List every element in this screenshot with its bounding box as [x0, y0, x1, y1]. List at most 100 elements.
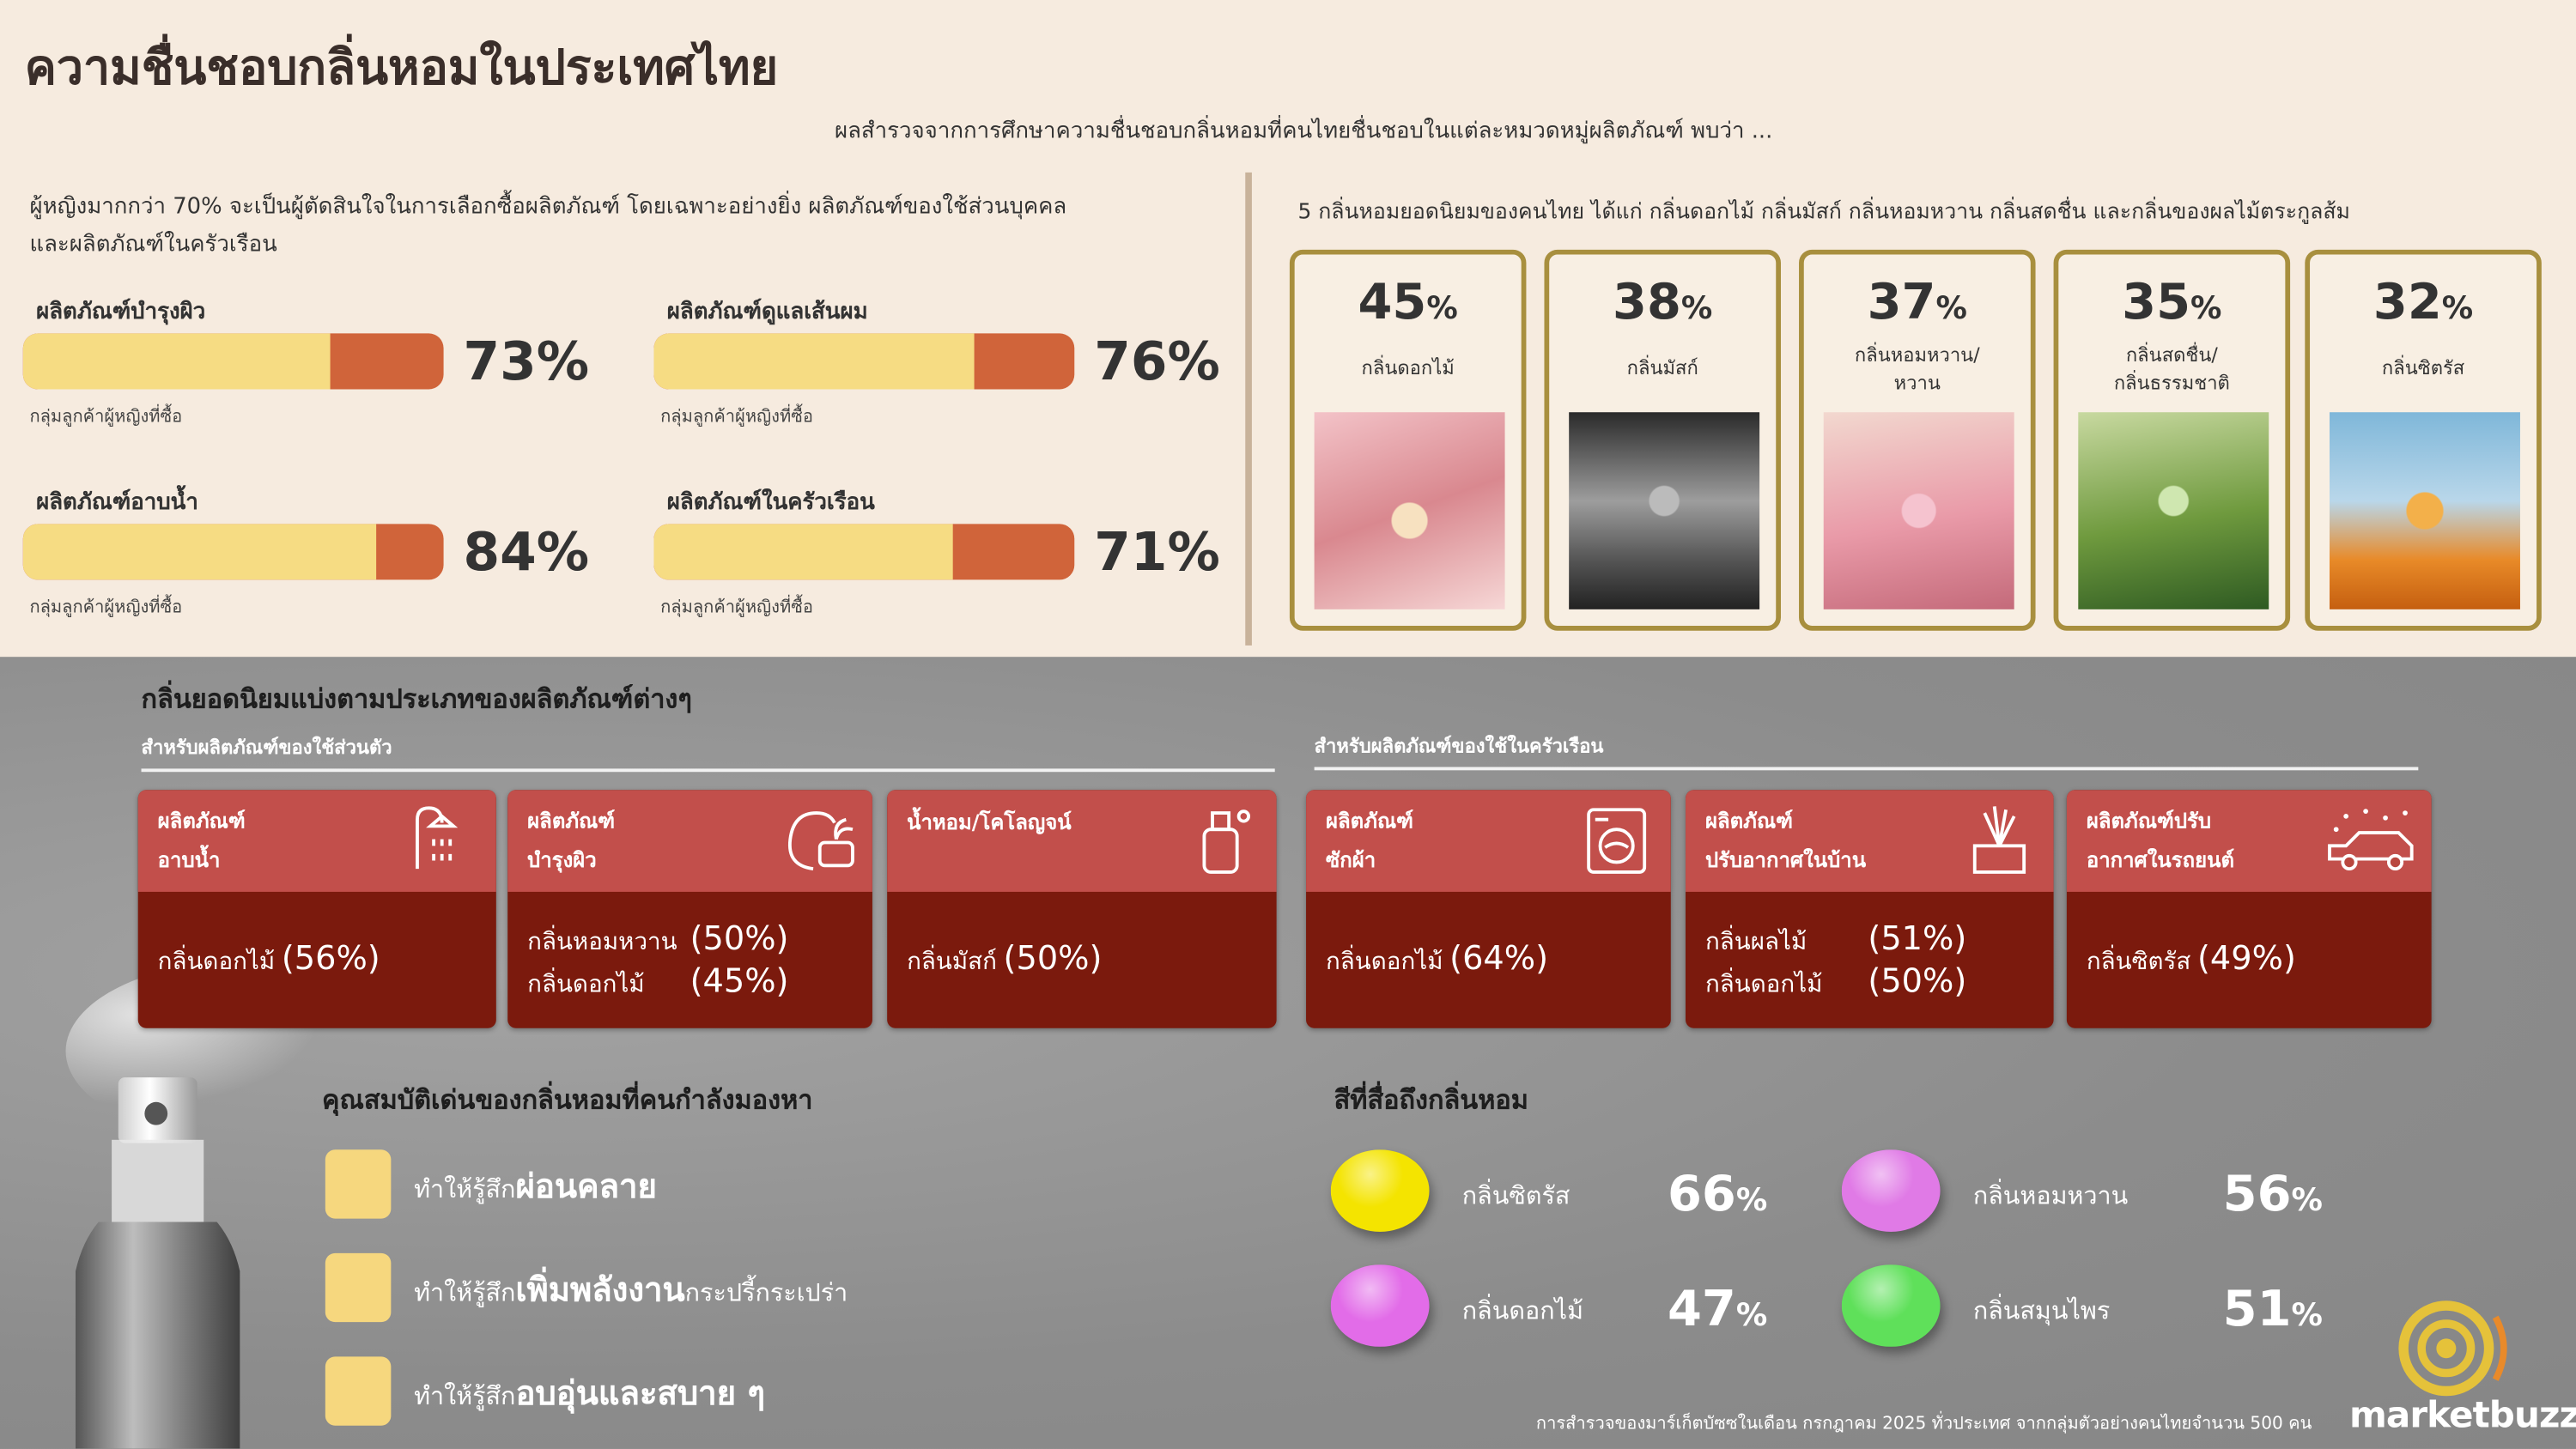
scent-name: กลิ่นดอกไม้: [527, 972, 645, 999]
color-value: 51%: [2223, 1281, 2323, 1338]
color-unit: %: [2291, 1182, 2323, 1219]
category-result: กลิ่นหอมหวาน (50%): [527, 919, 788, 961]
category-name: น้ำหอม/โคโลญจน์: [907, 809, 1072, 834]
feature-text: ทำให้รู้สึกอบอุ่นและสบาย ๆ: [414, 1367, 765, 1419]
category-name: ซักผ้า: [1326, 847, 1376, 872]
group-rule: [1314, 767, 2419, 771]
bottom-background: [0, 657, 2576, 1449]
feature-box: [325, 1149, 392, 1219]
feature-suffix: กระปรี้กระเปร่า: [684, 1277, 848, 1307]
bar-track: [653, 524, 1075, 580]
color-name: กลิ่นสมุนไพร: [1972, 1295, 2111, 1326]
scent-photo: [2078, 412, 2269, 609]
category-icon: [787, 811, 854, 871]
category-result: กลิ่นมัสก์ (50%): [907, 937, 1102, 980]
scent-percent: (50%): [690, 918, 789, 958]
category-name: ผลิตภัณฑ์: [1704, 808, 1794, 834]
scent-unit: %: [1426, 290, 1458, 327]
section-title: กลิ่นยอดนิยมแบ่งตามประเภทของผลิตภัณฑ์ต่า…: [141, 682, 692, 715]
category-card: ผลิตภัณฑ์ซักผ้ากลิ่นดอกไม้ (64%): [1306, 790, 1671, 1028]
scent-card: 38% กลิ่นมัสก์: [1544, 249, 1781, 631]
scent-number: 37: [1867, 274, 1936, 332]
category-name: ผลิตภัณฑ์: [1326, 808, 1414, 834]
scent-name: กลิ่นผลไม้: [1704, 929, 1807, 956]
category-result: กลิ่นผลไม้ (51%): [1705, 919, 1966, 961]
scent-photo: [1823, 412, 2014, 609]
bar-track: [22, 524, 444, 580]
scents-intro: 5 กลิ่นหอมยอดนิยมของคนไทย ได้แก่ กลิ่นดอ…: [1297, 200, 2350, 226]
color-name: กลิ่นหอมหวาน: [1972, 1180, 2129, 1211]
category-icon: [2328, 809, 2414, 871]
category-card: น้ำหอม/โคโลญจน์กลิ่นมัสก์ (50%): [887, 790, 1277, 1028]
section-title: คุณสมบัติเด่นของกลิ่นหอมที่คนกำลังมองหา: [322, 1083, 813, 1116]
intro-text: ผู้หญิงมากกว่า 70% จะเป็นผู้ตัดสินใจในกา…: [29, 193, 1067, 258]
feature-emphasis: ผ่อนคลาย: [515, 1166, 657, 1206]
category-header: ผลิตภัณฑ์ อาบน้ำ: [137, 790, 496, 892]
category-header: ผลิตภัณฑ์บำรุงผิว: [507, 790, 872, 892]
scent-card: 35% กลิ่นสดชื่น/กลิ่นธรรมชาติ: [2053, 249, 2291, 631]
feature-box: [325, 1252, 392, 1323]
category-card: ผลิตภัณฑ์ปรับอากาศในบ้านกลิ่นผลไม้ (51%) ก…: [1686, 790, 2054, 1028]
feature-emphasis: เพิ่มพลังงาน: [515, 1269, 685, 1309]
category-result: กลิ่นดอกไม้ (50%): [1705, 961, 1966, 1003]
color-unit: %: [1735, 1297, 1768, 1334]
scent-name: กลิ่นมัสก์: [907, 949, 997, 976]
feature-text: ทำให้รู้สึกผ่อนคลาย: [414, 1160, 657, 1212]
feature-emphasis: อบอุ่นและสบาย ๆ: [515, 1373, 765, 1413]
group-rule: [141, 768, 1275, 773]
category-result: กลิ่นดอกไม้ (64%): [1326, 937, 1548, 980]
category-icon: [1972, 806, 2026, 874]
value-label: 76%: [1094, 330, 1220, 393]
category-icon: [416, 806, 459, 870]
logo: marketbuzzz: [2348, 1396, 2576, 1438]
scent-percent: (49%): [2196, 937, 2296, 978]
bar-label: ผลิตภัณฑ์ในครัวเรือน: [666, 489, 875, 516]
category-name: ปรับอากาศในบ้าน: [1704, 847, 1867, 872]
scent-unit: %: [2190, 290, 2222, 327]
scent-photo: [1569, 412, 1760, 609]
scent-card: 37% กลิ่นหอมหวาน/หวาน: [1799, 249, 2036, 631]
scent-label: กลิ่นสดชื่น/: [2125, 343, 2218, 367]
scent-value: 45%: [1295, 275, 1522, 332]
scent-percent: (56%): [281, 937, 380, 978]
section-title: สีที่สื่อถึงกลิ่นหอม: [1334, 1083, 1528, 1116]
category-result: กลิ่นดอกไม้ (56%): [158, 937, 380, 980]
title: ความชื่นชอบกลิ่นหอมในประเทศไทย: [24, 39, 779, 95]
bar-label: ผลิตภัณฑ์บำรุงผิว: [36, 299, 206, 325]
scent-value: 38%: [1549, 275, 1776, 332]
scent-label: กลิ่นซิตรัส: [2381, 356, 2465, 379]
bar-track: [22, 333, 444, 390]
scent-card: 45% กลิ่นดอกไม้: [1289, 249, 1527, 631]
category-card: ผลิตภัณฑ์ปรับ อากาศในรถยนต์ กลิ่นซิตรัส (49…: [2066, 790, 2432, 1028]
logo-mark: [2398, 1300, 2507, 1397]
category-header: น้ำหอม/โคโลญจน์: [887, 790, 1277, 892]
scent-value: 35%: [2058, 275, 2285, 332]
scent-label: หวาน: [1893, 371, 1941, 395]
scent-label: กลิ่นหอมหวาน/: [1854, 343, 1980, 367]
feature-prefix: ทำให้รู้สึก: [414, 1277, 516, 1307]
scent-name: กลิ่นซิตรัส: [2086, 949, 2191, 976]
category-icon: [1202, 809, 1250, 874]
color-number: 47: [1667, 1281, 1736, 1339]
note: กลุ่มลูกค้าผู้หญิงที่ซื้อ: [660, 597, 813, 618]
scent-number: 45: [1358, 274, 1427, 332]
category-name: บำรุงผิว: [527, 847, 597, 872]
color-swatch: [1330, 1149, 1430, 1232]
category-header: ผลิตภัณฑ์ซักผ้า: [1306, 790, 1671, 892]
category-card: ผลิตภัณฑ์ อาบน้ำกลิ่นดอกไม้ (56%): [137, 790, 496, 1028]
scent-value: 32%: [2310, 275, 2537, 332]
color-value: 66%: [1668, 1166, 1767, 1223]
category-name: ผลิตภัณฑ์: [527, 808, 616, 834]
color-swatch: [1330, 1264, 1430, 1347]
feature-prefix: ทำให้รู้สึก: [414, 1381, 516, 1411]
value-label: 84%: [463, 520, 590, 584]
bar: [653, 524, 953, 580]
scent-number: 32: [2372, 274, 2442, 332]
scent-label: กลิ่นมัสก์: [1626, 356, 1698, 379]
scent-name: กลิ่นดอกไม้: [1326, 949, 1443, 976]
note: กลุ่มลูกค้าผู้หญิงที่ซื้อ: [660, 407, 813, 427]
category-name: อากาศในรถยนต์: [2086, 847, 2234, 872]
color-swatch: [1841, 1149, 1941, 1232]
scent-label: กลิ่นธรรมชาติ: [2113, 371, 2230, 395]
